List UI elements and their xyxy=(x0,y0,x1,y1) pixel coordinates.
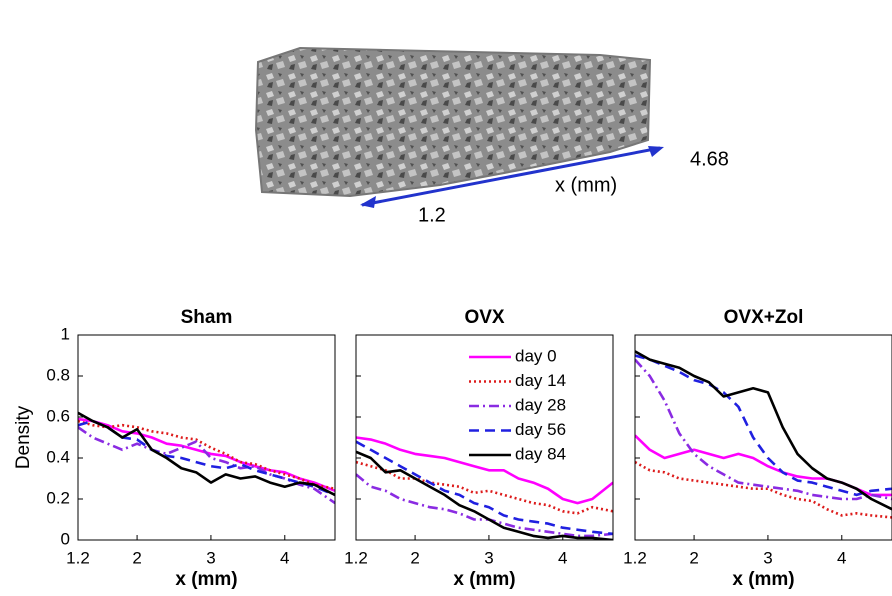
x-tick-label: 2 xyxy=(689,548,698,567)
legend-label: day 56 xyxy=(515,420,566,439)
y-tick-label: 1 xyxy=(61,324,70,343)
x-tick-label: 3 xyxy=(206,548,215,567)
x-axis-label: x (mm) xyxy=(453,569,515,590)
chart-title: OVX xyxy=(464,307,504,328)
plot-area xyxy=(78,335,335,540)
figure: 4.68 x (mm) 1.2 Sham 0 0.2 0.4 0.6 0.8 1 1.2 2 3 4… xyxy=(0,0,892,596)
chart-panel: OVX 1.2 2 3 4 x (mm) day 0 day 14 day 28 day 56 da… xyxy=(344,307,613,590)
legend-label: day 14 xyxy=(515,371,566,390)
legend-label: day 84 xyxy=(515,444,566,463)
x-tick-label: 2 xyxy=(410,548,419,567)
x-tick-label: 2 xyxy=(132,548,141,567)
chart-title: Sham xyxy=(181,307,233,328)
arrow-head xyxy=(648,146,664,157)
x-axis-label: x (mm) xyxy=(732,569,794,590)
x-tick-label: 1.2 xyxy=(344,548,368,567)
x-tick-label: 4 xyxy=(837,548,846,567)
legend-label: day 28 xyxy=(515,395,566,414)
legend-label: day 0 xyxy=(515,346,557,365)
specimen-end: 4.68 xyxy=(690,148,729,170)
plot-area xyxy=(356,335,613,540)
y-tick-label: 0.6 xyxy=(46,406,70,425)
chart-title: OVX+Zol xyxy=(724,307,804,328)
y-axis-label: Density xyxy=(13,405,34,469)
specimen-axis-label: x (mm) xyxy=(555,174,617,196)
x-tick-label: 1.2 xyxy=(66,548,90,567)
chart-panel: OVX+Zol 1.2 2 3 4 x (mm) xyxy=(623,307,892,590)
y-tick-label: 0.2 xyxy=(46,488,70,507)
y-tick-label: 0 xyxy=(61,529,70,548)
specimen-render: 4.68 x (mm) 1.2 xyxy=(256,48,729,226)
y-tick-label: 0.8 xyxy=(46,365,70,384)
specimen-start: 1.2 xyxy=(418,204,446,226)
x-axis-label: x (mm) xyxy=(175,569,237,590)
y-tick-label: 0.4 xyxy=(46,447,70,466)
x-tick-label: 4 xyxy=(558,548,567,567)
x-tick-label: 4 xyxy=(280,548,289,567)
chart-panel: Sham 0 0.2 0.4 0.6 0.8 1 1.2 2 3 4 x (mm) Density xyxy=(13,307,335,590)
x-tick-label: 1.2 xyxy=(623,548,647,567)
x-tick-label: 3 xyxy=(763,548,772,567)
x-tick-label: 3 xyxy=(484,548,493,567)
